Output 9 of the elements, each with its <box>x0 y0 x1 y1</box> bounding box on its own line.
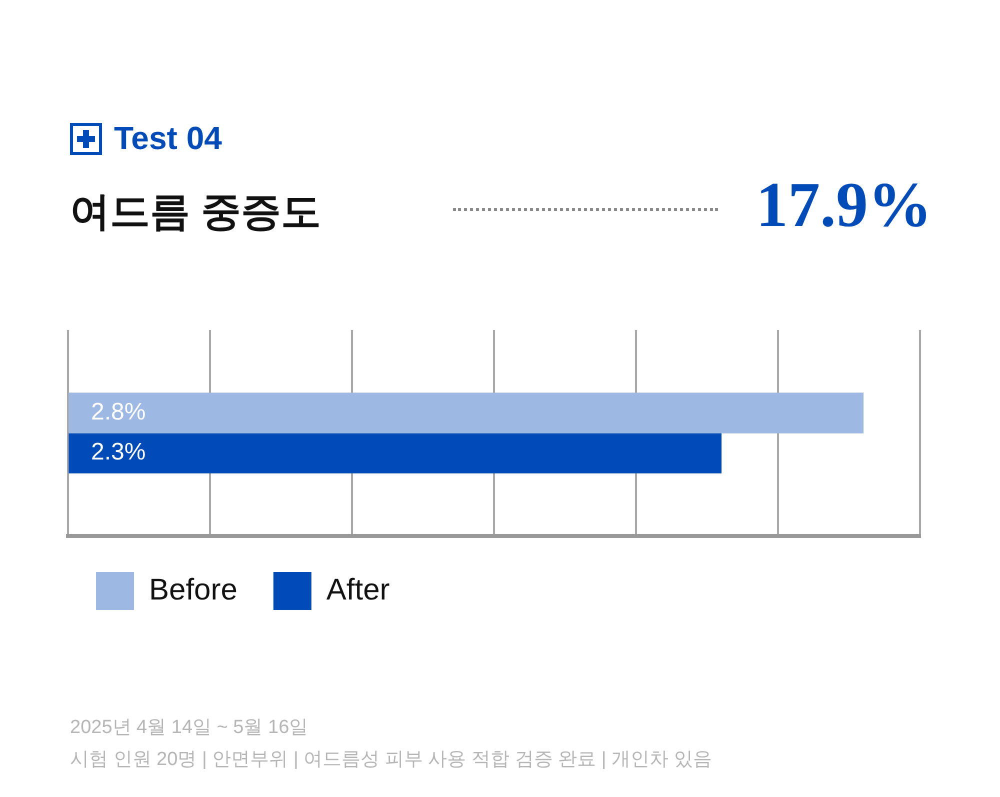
legend-label: Before <box>149 573 238 606</box>
text: 시험 인원 20명 | 안면부위 | 여드름성 피부 사용 적합 검증 완료 | 개인차 있음 <box>70 748 712 772</box>
legend-label: After <box>326 573 390 606</box>
data-label: 2.3% <box>91 438 146 466</box>
text: 17.9% <box>756 168 932 242</box>
data-label: 2.8% <box>91 398 146 426</box>
chart-title: 여드름 중증도 <box>70 189 322 236</box>
text: 2025년 4월 14일 ~ 5월 16일 <box>70 716 310 740</box>
chart-subtitle: Test 04 <box>114 120 222 157</box>
